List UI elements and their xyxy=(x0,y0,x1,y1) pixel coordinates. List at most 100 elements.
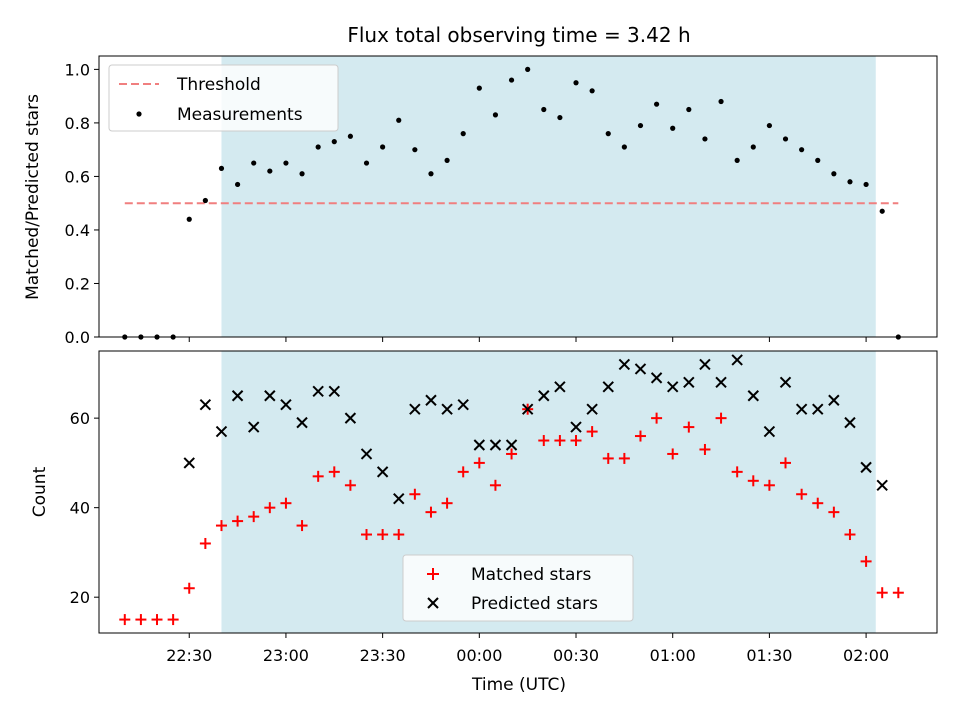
bottom-x-tick-label: 00:30 xyxy=(553,646,599,665)
predicted-star-point xyxy=(441,403,453,415)
legend-matched-label: Matched stars xyxy=(471,565,591,585)
measurement-point xyxy=(670,125,676,131)
top-panel: 0.0 0.2 0.4 0.6 0.8 1.0 Flux total observing … xyxy=(23,23,938,347)
predicted-star-point xyxy=(812,403,824,415)
bottom-x-tick-label: 01:00 xyxy=(650,646,696,665)
bottom-x-tick-label: 01:30 xyxy=(746,646,792,665)
matched-star-point xyxy=(763,479,775,491)
predicted-star-point xyxy=(570,421,582,433)
top-x-ticks xyxy=(188,337,867,342)
predicted-star-point xyxy=(296,416,308,429)
predicted-star-point xyxy=(860,461,872,474)
top-axes-frame xyxy=(98,55,938,338)
measurement-point xyxy=(412,147,418,153)
matched-star-point xyxy=(361,529,373,541)
measurement-point xyxy=(396,117,402,123)
matched-star-point xyxy=(747,475,759,487)
bottom-y-tick-label: 40 xyxy=(70,499,90,518)
matched-star-point xyxy=(860,555,872,567)
matched-star-point xyxy=(828,506,840,518)
top-y-tick-label: 0.8 xyxy=(65,114,90,133)
matched-star-point xyxy=(312,470,324,482)
matched-star-point xyxy=(296,520,308,532)
bottom-y-tick-label: 20 xyxy=(70,588,90,607)
matched-star-point xyxy=(651,412,663,424)
top-y-tick-label: 1.0 xyxy=(65,60,90,79)
predicted-star-point xyxy=(376,466,389,478)
bottom-x-tick-label: 22:30 xyxy=(166,646,212,665)
measurement-point xyxy=(347,133,353,139)
bottom-x-tick-label: 23:30 xyxy=(360,646,406,665)
top-y-axis-label: Matched/Predicted stars xyxy=(23,94,43,300)
measurement-point xyxy=(879,208,885,214)
measurement-point xyxy=(315,144,321,150)
bottom-marks xyxy=(119,354,904,626)
bottom-x-tick-label: 02:00 xyxy=(843,646,889,665)
matched-star-point xyxy=(135,614,147,626)
predicted-star-point xyxy=(602,381,614,393)
top-legend: Threshold Measurements xyxy=(108,64,339,132)
legend-measurements-swatch xyxy=(136,111,142,117)
predicted-star-point xyxy=(231,390,244,402)
predicted-star-point xyxy=(586,403,598,415)
measurement-point xyxy=(267,168,273,174)
top-marks xyxy=(122,66,901,340)
measurement-point xyxy=(782,136,789,142)
matched-star-point xyxy=(377,529,389,541)
measurement-point xyxy=(234,181,241,188)
measurement-point xyxy=(621,144,627,150)
matched-star-point xyxy=(602,452,614,464)
matched-star-point xyxy=(683,421,695,433)
measurement-point xyxy=(202,197,208,204)
matched-star-point xyxy=(618,452,630,464)
matched-star-point xyxy=(409,488,421,500)
predicted-star-point xyxy=(505,439,518,451)
measurement-point xyxy=(476,85,482,91)
predicted-star-point xyxy=(618,358,631,371)
predicted-star-point xyxy=(215,425,228,438)
bottom-x-tick-label: 23:00 xyxy=(263,646,309,665)
predicted-star-point xyxy=(280,399,292,411)
chart-title: Flux total observing time = 3.42 h xyxy=(347,23,690,47)
matched-star-point xyxy=(506,448,518,460)
predicted-star-point xyxy=(425,394,437,406)
measurement-point xyxy=(653,101,660,107)
matched-star-point xyxy=(183,582,195,594)
matched-star-point xyxy=(489,479,501,491)
predicted-star-point xyxy=(667,381,679,393)
predicted-star-point xyxy=(650,372,663,384)
matched-star-point xyxy=(570,435,582,447)
predicted-star-point xyxy=(876,479,888,491)
matched-star-point xyxy=(892,587,904,599)
matched-star-point xyxy=(199,537,211,549)
matched-star-point xyxy=(554,435,566,447)
legend-predicted-label: Predicted stars xyxy=(471,594,598,614)
predicted-star-point xyxy=(457,399,469,411)
matched-star-point xyxy=(780,457,792,469)
measurement-point xyxy=(637,122,644,129)
measurement-point xyxy=(863,181,869,188)
matched-star-point xyxy=(425,506,437,518)
top-y-tick-label: 0.4 xyxy=(65,221,90,240)
bottom-y-axis-label: Count xyxy=(30,466,50,517)
top-legend-box xyxy=(108,64,339,132)
predicted-star-point xyxy=(634,363,647,375)
measurement-point xyxy=(702,136,708,142)
predicted-star-point xyxy=(360,448,373,460)
measurement-point xyxy=(799,147,805,153)
top-y-ticks: 0.0 0.2 0.4 0.6 0.8 1.0 xyxy=(65,60,99,347)
matched-star-point xyxy=(796,488,808,500)
matched-star-point xyxy=(731,466,743,478)
predicted-star-point xyxy=(328,385,340,397)
measurement-point xyxy=(541,106,547,113)
matched-star-point xyxy=(538,435,550,447)
matched-star-point xyxy=(586,426,598,438)
predicted-star-point xyxy=(699,358,711,371)
predicted-star-point xyxy=(521,403,534,415)
bottom-x-ticks: 22:30 23:00 23:30 00:00 00:30 01:00 01:30 02:00 xyxy=(166,633,889,665)
predicted-star-point xyxy=(409,403,421,415)
bottom-legend-box xyxy=(402,554,634,622)
predicted-star-point xyxy=(489,439,502,451)
matched-star-point xyxy=(699,443,711,455)
